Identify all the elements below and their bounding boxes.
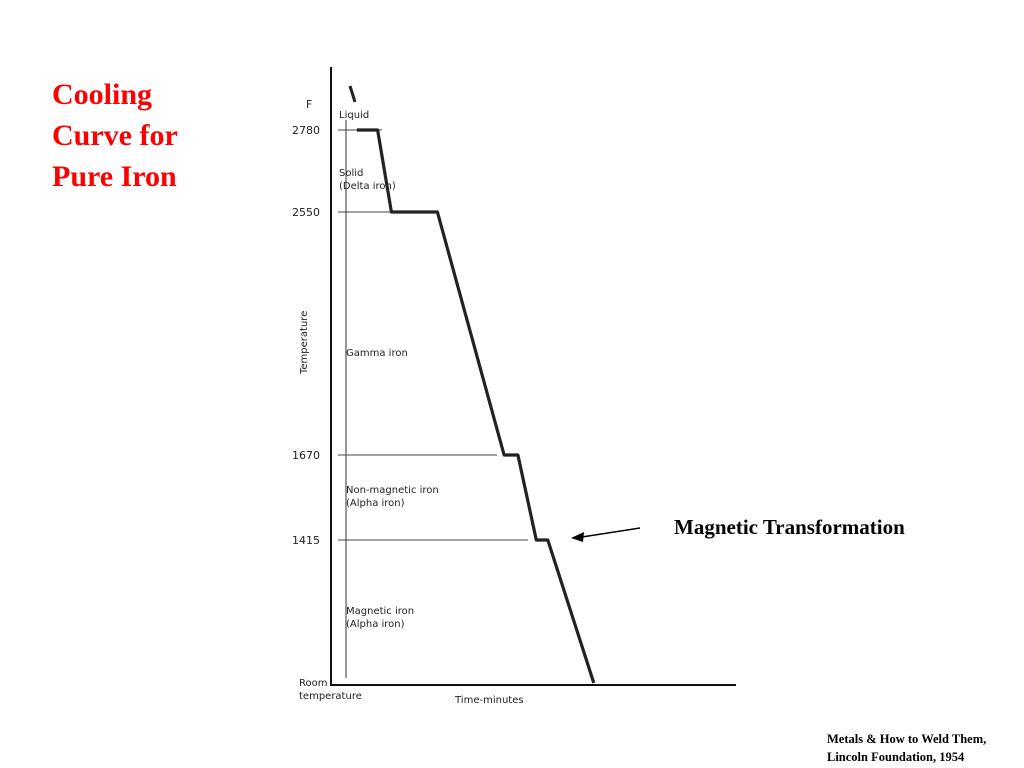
region-label-1-0: Solid — [339, 168, 363, 179]
y-tick-label-1415: 1415 — [292, 534, 320, 547]
region-label-1-1: (Delta iron) — [339, 181, 396, 192]
slide-title-line-2: Curve for — [52, 119, 178, 152]
region-label-3-0: Non-magnetic iron — [346, 485, 439, 496]
slide-title-line-3: Pure Iron — [52, 160, 177, 193]
region-label-4-0: Magnetic iron — [346, 606, 414, 617]
y-tick-labels: 2780 2550 1670 1415 Room temperature — [292, 124, 362, 702]
y-unit-label: F — [306, 98, 312, 111]
cooling-curve-line — [356, 128, 596, 684]
slide-title-line-1: Cooling — [52, 78, 153, 111]
cooling-curve-series — [348, 85, 596, 684]
chart-axes — [330, 67, 736, 686]
region-label-3-1: (Alpha iron) — [346, 498, 405, 509]
magnetic-transformation-arrow — [571, 527, 641, 542]
magnetic-transformation-label: Magnetic Transformation — [674, 515, 905, 539]
y-tick-label-room-2: temperature — [299, 691, 362, 702]
slide-title: Cooling Curve for Pure Iron — [52, 74, 252, 197]
phase-region-labels: Liquid Solid (Delta iron) Gamma iron Non-mag… — [339, 110, 439, 630]
y-tick-label-2550: 2550 — [292, 206, 320, 219]
arrow-shaft — [581, 527, 641, 538]
region-label-0-0: Liquid — [339, 110, 369, 121]
x-axis-label: Time-minutes — [454, 695, 524, 706]
source-line-2: Lincoln Foundation, 1954 — [827, 750, 965, 764]
source-line-1: Metals & How to Weld Them, — [827, 732, 987, 746]
y-tick-label-1670: 1670 — [292, 449, 320, 462]
curve-top-stroke — [348, 85, 357, 103]
y-tick-label-2780: 2780 — [292, 124, 320, 137]
region-label-2-0: Gamma iron — [346, 348, 408, 359]
region-label-4-1: (Alpha iron) — [346, 619, 405, 630]
arrow-head — [571, 532, 584, 542]
y-tick-label-room-1: Room — [299, 678, 327, 689]
y-axis-label: Temperature — [299, 311, 310, 375]
source-citation: Metals & How to Weld Them, Lincoln Found… — [827, 730, 986, 766]
